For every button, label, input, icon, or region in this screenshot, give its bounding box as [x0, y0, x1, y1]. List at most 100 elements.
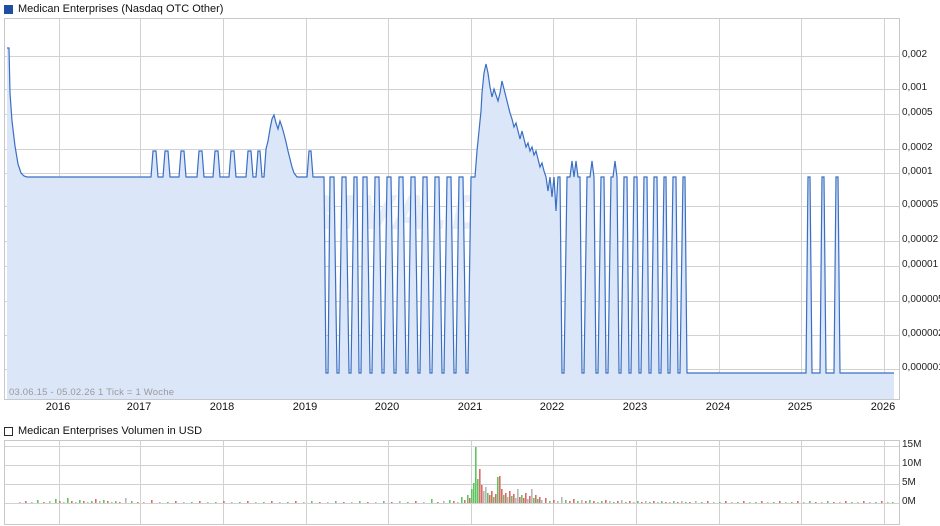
volume-bar	[637, 501, 639, 503]
volume-bar	[183, 502, 185, 503]
volume-bar	[19, 502, 21, 503]
volume-bar	[485, 487, 487, 503]
volume-series-legend-checkbox[interactable]	[4, 426, 13, 436]
volume-bar	[815, 502, 817, 503]
volume-bar	[791, 502, 793, 503]
price-y-tick-label: 0,0005	[902, 107, 933, 118]
price-y-tick-label: 0,0002	[902, 142, 933, 153]
volume-bar	[633, 502, 635, 503]
volume-bar	[271, 501, 273, 503]
volume-chart-plot-area[interactable]	[4, 440, 900, 525]
volume-bar	[657, 502, 659, 503]
volume-bars-group	[19, 447, 894, 503]
volume-bar	[375, 502, 377, 503]
volume-bar	[887, 502, 889, 503]
volume-bar	[359, 501, 361, 503]
price-x-tick-label: 2024	[705, 401, 731, 413]
volume-bar	[767, 502, 769, 503]
volume-y-tick-label: 0M	[902, 496, 916, 507]
volume-bar	[501, 489, 503, 503]
volume-bar	[517, 489, 519, 503]
volume-bar	[773, 502, 775, 503]
volume-bar	[79, 500, 81, 503]
volume-bar	[215, 502, 217, 503]
volume-bar	[707, 501, 709, 503]
volume-bar	[303, 502, 305, 503]
volume-bar	[597, 502, 599, 503]
price-y-axis-labels: 0,002 0,001 0,0005 0,0002 0,0001 0,00005 0,000…	[902, 0, 940, 526]
volume-bar	[167, 502, 169, 503]
volume-bar	[605, 500, 607, 503]
volume-bar	[669, 502, 671, 503]
volume-bar	[263, 502, 265, 503]
volume-bar	[59, 501, 61, 503]
volume-bar	[125, 498, 127, 503]
volume-bar	[25, 501, 27, 503]
price-y-tick-label: 0,002	[902, 49, 928, 60]
volume-bar	[311, 501, 313, 503]
volume-bar	[461, 497, 463, 503]
volume-bar	[279, 502, 281, 503]
volume-bar	[537, 499, 539, 503]
volume-bar	[731, 502, 733, 503]
volume-bar	[533, 498, 535, 503]
price-y-tick-label: 0,000002	[902, 328, 940, 339]
price-x-tick-label: 2026	[870, 401, 896, 413]
volume-bar	[495, 494, 497, 503]
volume-bar	[343, 502, 345, 503]
volume-bar	[613, 502, 615, 503]
price-x-tick-label: 2020	[374, 401, 400, 413]
volume-bar	[367, 502, 369, 503]
volume-bar	[529, 496, 531, 503]
volume-bar	[581, 500, 583, 503]
volume-bar	[55, 499, 57, 503]
price-chart-title: Medican Enterprises (Nasdaq OTC Other)	[18, 3, 224, 15]
volume-bar	[37, 500, 39, 503]
volume-y-axis-labels: 15M 10M 5M 0M	[902, 0, 940, 526]
volume-bar	[737, 502, 739, 503]
volume-bar	[119, 502, 121, 503]
volume-bar	[99, 501, 101, 503]
volume-bar	[43, 502, 45, 503]
volume-bar	[785, 502, 787, 503]
volume-bar	[553, 500, 555, 503]
volume-bar	[31, 502, 33, 503]
volume-bar	[749, 502, 751, 503]
volume-bar	[131, 501, 133, 503]
volume-bar	[335, 501, 337, 503]
volume-bar	[621, 500, 623, 503]
volume-bar	[223, 501, 225, 503]
volume-bar	[713, 502, 715, 503]
volume-bar	[617, 501, 619, 503]
volume-bar	[191, 502, 193, 503]
volume-bar	[115, 501, 117, 503]
volume-bar	[207, 502, 209, 503]
price-y-tick-label: 0,00005	[902, 199, 939, 210]
volume-bar	[83, 501, 85, 503]
volume-bar	[743, 501, 745, 503]
volume-bar	[431, 499, 433, 503]
volume-bar	[443, 501, 445, 503]
volume-bar	[809, 501, 811, 503]
volume-bar	[539, 497, 541, 503]
volume-chart-title: Medican Enterprises Volumen in USD	[18, 425, 203, 437]
volume-bar	[489, 495, 491, 503]
volume-bar	[585, 501, 587, 503]
volume-bar	[464, 500, 466, 503]
volume-bar	[827, 501, 829, 503]
volume-bar	[833, 502, 835, 503]
volume-bar	[755, 502, 757, 503]
volume-bar	[821, 502, 823, 503]
volume-bar	[875, 502, 877, 503]
volume-bar	[491, 491, 493, 503]
volume-bar	[845, 501, 847, 503]
price-series-legend-checkbox[interactable]	[4, 4, 13, 14]
volume-bar	[497, 477, 499, 503]
volume-bar	[487, 493, 489, 503]
price-chart-plot-area[interactable]: ARIVA.DE	[4, 18, 900, 400]
price-x-tick-label: 2023	[622, 401, 648, 413]
volume-bar	[513, 494, 515, 503]
volume-bar	[67, 498, 69, 503]
price-x-tick-label: 2021	[457, 401, 483, 413]
